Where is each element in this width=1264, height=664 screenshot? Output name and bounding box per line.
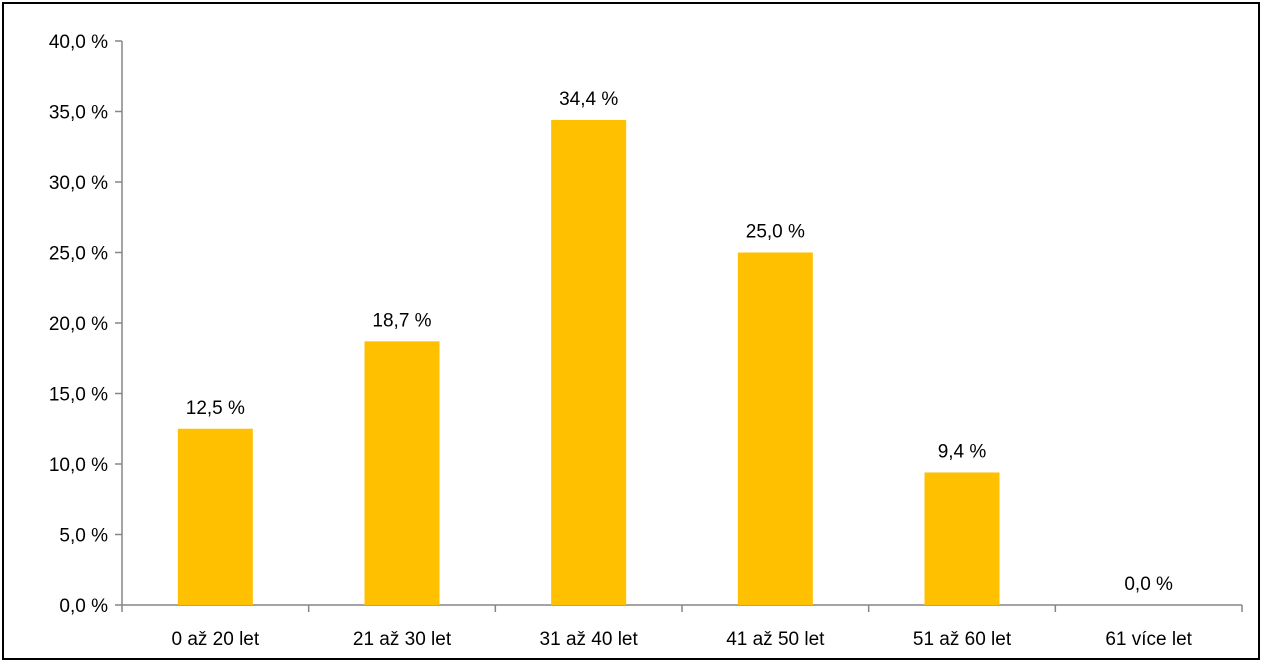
y-tick-label: 0,0 % [59, 596, 108, 617]
chart-labels: 12,5 % 0 až 20 let 18,7 % 21 až 30 let 34,4 … [171, 89, 1192, 650]
x-tick-label: 51 až 60 let [913, 629, 1012, 650]
y-tick-label: 30,0 % [49, 173, 108, 194]
data-label: 9,4 % [938, 441, 987, 462]
data-label: 25,0 % [746, 222, 805, 243]
data-label: 34,4 % [559, 89, 618, 110]
chart-axes: 0,0 % 5,0 % 10,0 % 15,0 % 20,0 % 25,0 % 30,0 %… [49, 32, 1243, 617]
y-tick-label: 25,0 % [49, 244, 108, 265]
data-label: 18,7 % [372, 310, 431, 331]
x-tick-label: 41 až 50 let [726, 629, 825, 650]
bar [177, 428, 253, 605]
bar [551, 119, 627, 606]
chart-bars [177, 119, 1000, 606]
bar [364, 341, 440, 605]
y-tick-label: 35,0 % [49, 103, 108, 124]
data-label: 0,0 % [1124, 574, 1173, 595]
x-tick-label: 0 až 20 let [171, 629, 259, 650]
data-label: 12,5 % [186, 398, 245, 419]
bar [924, 472, 1000, 605]
x-tick-label: 21 až 30 let [353, 629, 452, 650]
y-tick-label: 40,0 % [49, 32, 108, 53]
bar [737, 252, 813, 605]
y-tick-label: 20,0 % [49, 314, 108, 335]
y-tick-label: 10,0 % [49, 455, 108, 476]
y-tick-label: 15,0 % [49, 385, 108, 406]
x-tick-label: 31 až 40 let [540, 629, 639, 650]
x-tick-label: 61 více let [1105, 629, 1192, 650]
y-tick-label: 5,0 % [59, 526, 108, 547]
